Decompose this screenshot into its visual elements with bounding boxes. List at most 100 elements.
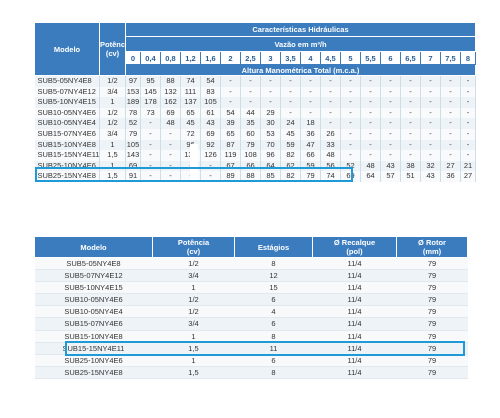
table-row: SUB25-10NY4E6 1 6 11/4 79: [34, 354, 468, 367]
discharge-cell: 11/4: [312, 342, 397, 355]
stages-cell: 4: [234, 305, 313, 319]
discharge-cell: 11/4: [312, 281, 397, 295]
height-value-cell: -: [400, 107, 421, 119]
power-cell: 1: [152, 330, 235, 343]
height-value-cell: 54: [220, 107, 241, 119]
spec-header-unit: (mm): [422, 247, 442, 256]
height-value-cell: -: [200, 160, 221, 172]
flow-value: 0: [125, 51, 141, 65]
rotor-cell: 79: [396, 281, 468, 295]
height-value-cell: 26: [320, 128, 341, 140]
rotor-cell: 79: [396, 305, 468, 319]
height-value-cell: 105: [200, 97, 221, 108]
flow-value: 6,5: [400, 51, 421, 65]
model-cell: SUB5-10NY4E15: [34, 281, 153, 295]
height-value-cell: 39: [220, 118, 241, 129]
height-value-cell: -: [220, 97, 241, 108]
table-row: SUB15-10NY4E81105--9692877970594733-----…: [34, 139, 476, 151]
height-value-cell: -: [440, 118, 461, 129]
height-value-cell: -: [460, 75, 476, 87]
height-value-cell: -: [260, 75, 281, 87]
model-cell: SUB5-07NY4E12: [34, 86, 100, 98]
table-row: SUB15-15NY4E11 1,5 11 11/4 79: [34, 342, 468, 355]
height-value-cell: 51: [400, 171, 421, 182]
rotor-cell: 79: [396, 342, 468, 355]
height-value-cell: -: [420, 139, 441, 151]
specifications-table: Modelo Potência (cv) Estágios Ø Recalque (pol…: [34, 236, 468, 379]
height-value-cell: 65: [220, 128, 241, 140]
height-value-cell: 119: [220, 150, 241, 161]
height-value-cell: 74: [320, 171, 341, 182]
height-value-cell: -: [400, 139, 421, 151]
discharge-cell: 11/4: [312, 330, 397, 343]
power-cell: 1: [99, 97, 126, 108]
height-value-cell: 79: [300, 171, 321, 182]
power-cell: 1/2: [152, 305, 235, 319]
height-value-cell: -: [440, 75, 461, 87]
height-value-cell: -: [420, 75, 441, 87]
height-value-cell: -: [340, 150, 361, 161]
model-cell: SUB15-10NY4E8: [34, 330, 153, 343]
flow-value: 1,6: [200, 51, 221, 65]
height-value-cell: 59: [280, 139, 301, 151]
height-value-cell: -: [460, 128, 476, 140]
height-value-cell: -: [240, 75, 261, 87]
height-value-cell: 29: [260, 107, 281, 119]
model-cell: SUB25-10NY4E6: [34, 354, 153, 367]
hydraulic-table-body: SUB5-05NY4E8 1/2 97 95 88 74 54- - - - - - - - - - - - - SU…: [34, 75, 476, 182]
height-value-cell: 108: [240, 150, 261, 161]
height-value-cell: 33: [320, 139, 341, 151]
stages-cell: 8: [234, 257, 313, 271]
model-cell: SUB10-05NY4E6: [34, 107, 100, 119]
height-value-cell: 88: [160, 75, 181, 87]
height-value-cell: -: [260, 97, 281, 108]
height-value-cell: -: [360, 86, 381, 98]
height-value-cell: 64: [360, 171, 381, 182]
spec-header-cell: Ø Recalque (pol): [312, 236, 397, 258]
model-cell: SUB15-10NY4E8: [34, 139, 100, 151]
height-value-cell: 61: [200, 107, 221, 119]
height-value-cell: -: [160, 150, 181, 161]
height-value-cell: 43: [380, 160, 401, 172]
height-value-cell: 60: [240, 128, 261, 140]
flow-value: 7: [420, 51, 441, 65]
stages-cell: 6: [234, 354, 313, 367]
power-cell: 1,5: [99, 171, 126, 182]
discharge-cell: 11/4: [312, 305, 397, 319]
height-value-cell: -: [300, 107, 321, 119]
height-value-cell: -: [160, 128, 181, 140]
model-cell: SUB15-15NY4E11: [34, 150, 100, 161]
height-value-cell: 24: [280, 118, 301, 129]
flow-value: 7,5: [440, 51, 461, 65]
spec-header-unit: (pol): [346, 247, 363, 256]
stages-cell: 11: [234, 342, 313, 355]
height-value-cell: -: [340, 139, 361, 151]
flow-value: 8: [460, 51, 476, 65]
height-value-cell: -: [140, 118, 161, 129]
flow-value: 2,5: [240, 51, 261, 65]
height-value-cell: -: [160, 160, 181, 172]
spec-header-cell: Potência (cv): [152, 236, 235, 258]
height-value-cell: 21: [460, 160, 476, 172]
height-value-cell: 52: [125, 118, 141, 129]
model-cell: SUB25-15NY4E8: [34, 366, 153, 379]
model-cell: SUB5-05NY4E8: [34, 257, 153, 271]
spec-header-label: Estágios: [257, 242, 290, 252]
table-row: SUB5-05NY4E8 1/2 8 11/4 79: [34, 257, 468, 271]
height-value-cell: -: [340, 128, 361, 140]
height-value-cell: -: [200, 171, 221, 182]
height-value-cell: 18: [300, 118, 321, 129]
hydraulic-characteristics-table: Modelo Potência (cv) Características Hid…: [34, 22, 476, 182]
height-value-cell: -: [440, 97, 461, 108]
discharge-cell: 11/4: [312, 293, 397, 307]
height-value-cell: 43: [420, 171, 441, 182]
height-value-cell: 82: [280, 150, 301, 161]
hydraulic-header: Características Hidráulicas: [125, 22, 476, 37]
height-value-cell: -: [380, 86, 401, 98]
discharge-cell: 11/4: [312, 257, 397, 271]
height-value-cell: -: [360, 75, 381, 87]
table-row: SUB10-05NY4E4 1/2 52-48 45 43 39 35 30 24 18- - - - -…: [34, 118, 476, 129]
height-value-cell: 189: [125, 97, 141, 108]
discharge-cell: 11/4: [312, 317, 397, 331]
height-value-cell: 162: [160, 97, 181, 108]
